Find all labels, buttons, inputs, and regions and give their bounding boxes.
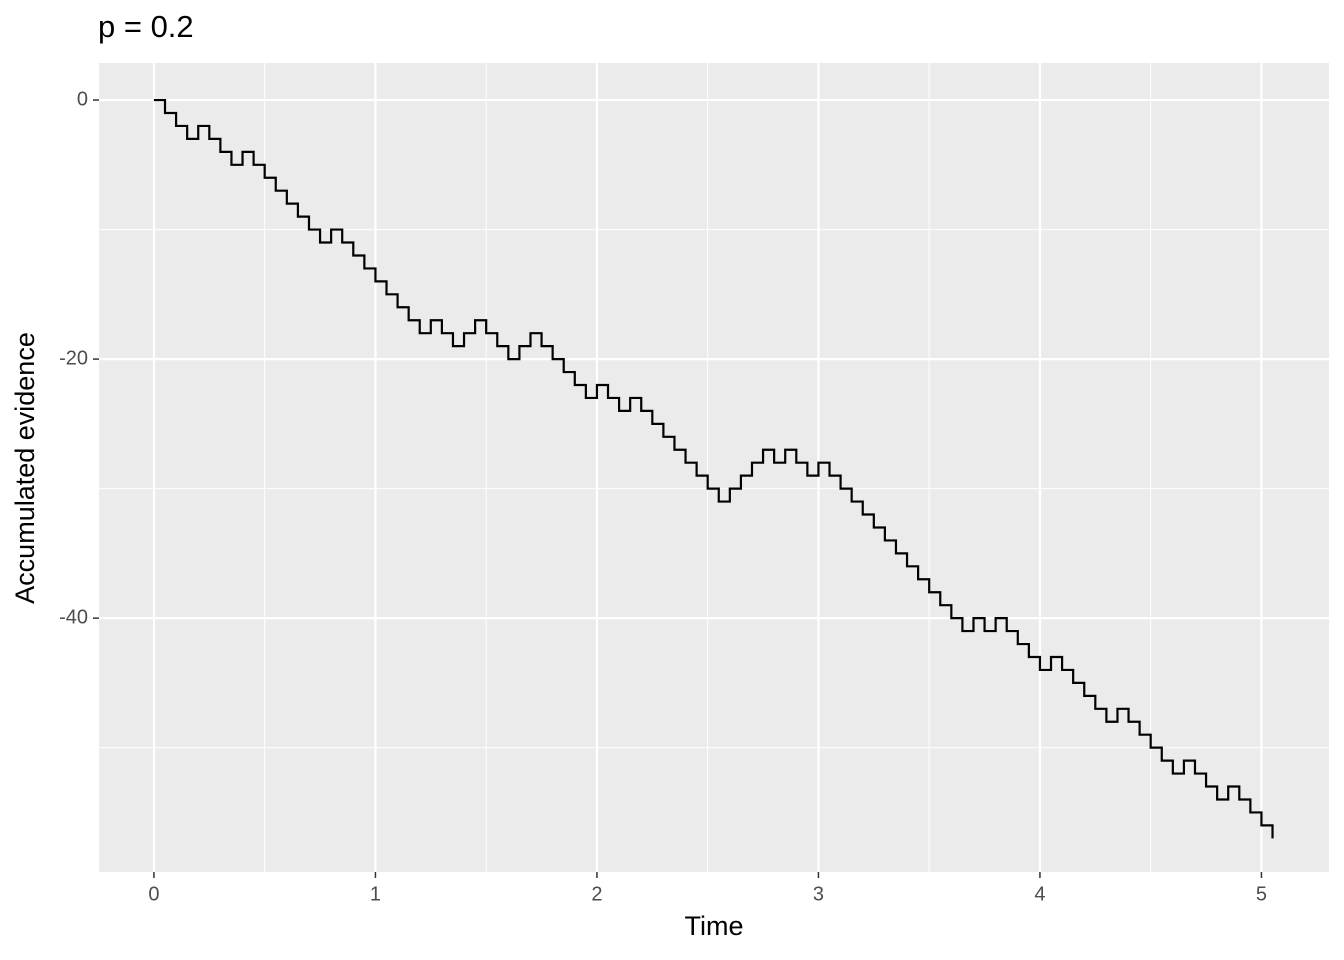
x-tick-label: 2: [591, 883, 602, 905]
x-axis-title: Time: [685, 911, 744, 941]
x-tick-label: 1: [370, 883, 381, 905]
plot-background: [99, 63, 1329, 872]
x-tick-label: 5: [1256, 883, 1267, 905]
x-tick-label: 4: [1034, 883, 1045, 905]
y-axis-title: Accumulated evidence: [10, 332, 40, 604]
y-tick-label: 0: [77, 88, 88, 110]
y-tick-label: -20: [59, 347, 88, 369]
y-tick-label: -40: [59, 606, 88, 628]
x-tick-label: 3: [813, 883, 824, 905]
step-line: [153, 98, 1274, 839]
x-tick-label: 0: [148, 883, 159, 905]
chart-title: p = 0.2: [98, 9, 194, 44]
